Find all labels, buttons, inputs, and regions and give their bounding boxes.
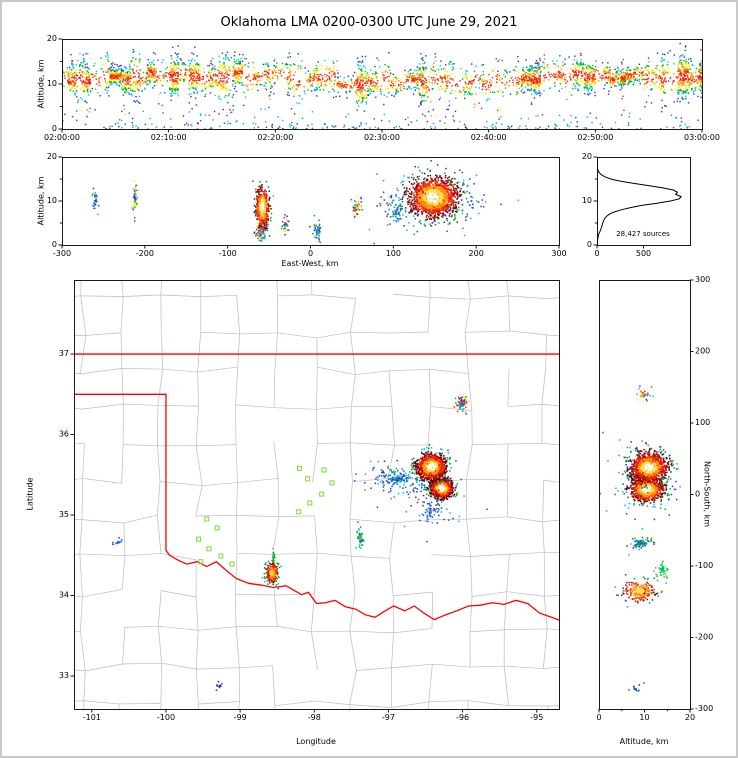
map-ylabel: Latitude <box>25 477 35 511</box>
ns-ylabel: North-South, km <box>702 460 712 528</box>
time-height-ylabel: Altitude, km <box>36 59 46 109</box>
map-xlabel: Longitude <box>296 737 336 746</box>
ew-ylabel: Altitude, km <box>36 176 46 226</box>
ns-xlabel: Altitude, km <box>619 737 669 746</box>
ew-xlabel: East-West, km <box>281 259 339 268</box>
figure-title: Oklahoma LMA 0200-0300 UTC June 29, 2021 <box>220 15 518 30</box>
hist-sources-note: 28,427 sources <box>616 230 670 238</box>
